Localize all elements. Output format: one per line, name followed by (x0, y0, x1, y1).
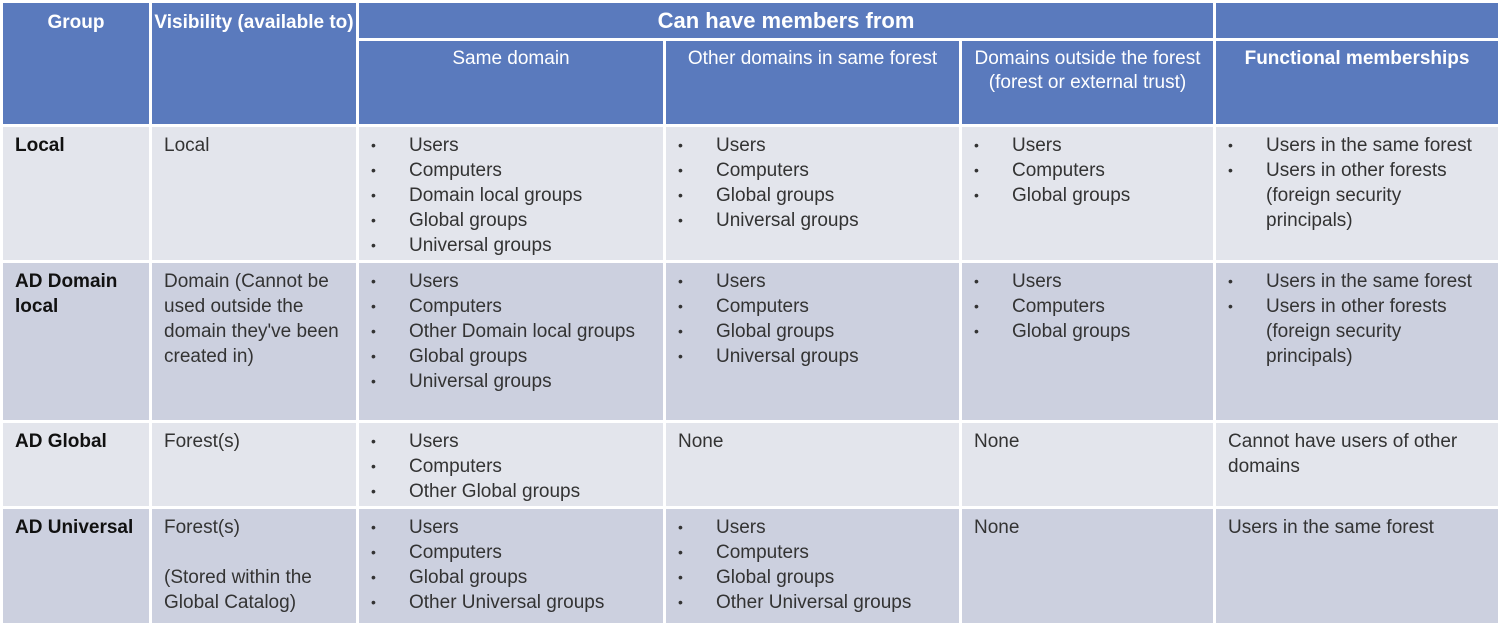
list-item: Computers (371, 540, 653, 565)
member-list: UsersComputersGlobal groupsUniversal gro… (678, 269, 949, 369)
list-item: Computers (678, 294, 949, 319)
member-list: UsersComputersGlobal groupsOther Univers… (678, 515, 949, 615)
visibility-cell: Forest(s) (Stored within the Global Catal… (149, 506, 359, 626)
list-item: Computers (678, 158, 949, 183)
member-list: Users in the same forestUsers in other f… (1228, 269, 1488, 369)
list-item: Other Universal groups (371, 590, 653, 615)
functional-cell: Users in the same forest (1213, 506, 1498, 626)
member-list: UsersComputersOther Domain local groupsG… (371, 269, 653, 394)
group-cell: AD Global (0, 420, 152, 509)
visibility-text: Domain (Cannot be used outside the domai… (164, 271, 339, 367)
member-list: UsersComputersGlobal groups (974, 269, 1203, 344)
list-item: Users in the same forest (1228, 269, 1488, 294)
list-item: Global groups (678, 183, 949, 208)
list-item: Users (974, 269, 1203, 294)
visibility-cell: Local (149, 124, 359, 263)
list-item: Computers (371, 454, 653, 479)
list-item: Global groups (678, 319, 949, 344)
list-item: Universal groups (371, 369, 653, 394)
list-item: Universal groups (678, 344, 949, 369)
outside-forest-cell: None (958, 506, 1217, 626)
member-list: UsersComputersGlobal groupsOther Univers… (371, 515, 653, 615)
list-item: Users (678, 269, 949, 294)
outside-forest-cell: UsersComputersGlobal groups (958, 124, 1217, 263)
header-functional: Functional memberships (1213, 38, 1498, 127)
member-list: UsersComputersGlobal groupsUniversal gro… (678, 133, 949, 233)
functional-cell: Cannot have users of other domains (1213, 420, 1498, 509)
header-outside-forest: Domains outside the forest (forest or ex… (958, 38, 1217, 127)
same-domain-cell: UsersComputersOther Global groups (356, 420, 666, 509)
list-item: Computers (371, 294, 653, 319)
other-domains-cell: UsersComputersGlobal groupsOther Univers… (663, 506, 962, 626)
list-item: Users (371, 515, 653, 540)
list-item: Users (678, 133, 949, 158)
list-item: Users (974, 133, 1203, 158)
list-item: Users in other forests (foreign security… (1228, 294, 1488, 369)
header-can-have-members: Can have members from (355, 0, 1217, 41)
member-list: UsersComputersGlobal groups (974, 133, 1203, 208)
visibility-text: Forest(s) (164, 431, 240, 452)
list-item: Other Domain local groups (371, 319, 653, 344)
group-cell: Local (0, 124, 152, 263)
table-row: AD Domain local Domain (Cannot be used ou… (0, 260, 1498, 423)
visibility-text: Local (164, 135, 210, 156)
header-group: Group (0, 0, 152, 127)
list-item: Universal groups (371, 233, 653, 258)
same-domain-cell: UsersComputersDomain local groupsGlobal … (356, 124, 666, 263)
functional-cell: Users in the same forestUsers in other f… (1213, 124, 1498, 263)
visibility-text: (Stored within the Global Catalog) (164, 567, 312, 613)
other-domains-cell: None (663, 420, 962, 509)
list-item: Global groups (678, 565, 949, 590)
same-domain-cell: UsersComputersGlobal groupsOther Univers… (356, 506, 666, 626)
header-other-domains: Other domains in same forest (663, 38, 962, 127)
list-item: Domain local groups (371, 183, 653, 208)
list-item: Computers (678, 540, 949, 565)
list-item: Global groups (371, 344, 653, 369)
member-list: UsersComputersDomain local groupsGlobal … (371, 133, 653, 258)
member-list: Users in the same forestUsers in other f… (1228, 133, 1488, 233)
same-domain-cell: UsersComputersOther Domain local groupsG… (356, 260, 666, 423)
table-row: AD Universal Forest(s) (Stored within the … (0, 506, 1498, 626)
list-item: Other Universal groups (678, 590, 949, 615)
list-item: Users (371, 429, 653, 454)
list-item: Users (678, 515, 949, 540)
group-cell: AD Domain local (0, 260, 152, 423)
visibility-cell: Domain (Cannot be used outside the domai… (149, 260, 359, 423)
list-item: Global groups (371, 565, 653, 590)
other-domains-cell: UsersComputersGlobal groupsUniversal gro… (663, 260, 962, 423)
list-item: Global groups (371, 208, 653, 233)
list-item: Users in other forests (foreign security… (1228, 158, 1488, 233)
table-row: LocalLocalUsersComputersDomain local gro… (0, 124, 1498, 263)
list-item: Global groups (974, 319, 1203, 344)
other-domains-cell: UsersComputersGlobal groupsUniversal gro… (663, 124, 962, 263)
visibility-text: Forest(s) (164, 517, 240, 538)
list-item: Universal groups (678, 208, 949, 233)
functional-cell: Users in the same forestUsers in other f… (1213, 260, 1498, 423)
list-item: Global groups (974, 183, 1203, 208)
list-item: Other Global groups (371, 479, 653, 504)
list-item: Computers (371, 158, 653, 183)
table-row: AD Global Forest(s) UsersComputersOther Gl… (0, 420, 1498, 509)
list-item: Computers (974, 158, 1203, 183)
list-item: Computers (974, 294, 1203, 319)
header-blank (1213, 0, 1498, 41)
list-item: Users (371, 133, 653, 158)
outside-forest-cell: UsersComputersGlobal groups (958, 260, 1217, 423)
visibility-cell: Forest(s) (149, 420, 359, 509)
list-item: Users in the same forest (1228, 133, 1488, 158)
list-item: Users (371, 269, 653, 294)
group-cell: AD Universal (0, 506, 152, 626)
header-same-domain: Same domain (356, 38, 666, 127)
header-visibility: Visibility (available to) (149, 0, 359, 127)
outside-forest-cell: None (958, 420, 1217, 509)
member-list: UsersComputersOther Global groups (371, 429, 653, 504)
